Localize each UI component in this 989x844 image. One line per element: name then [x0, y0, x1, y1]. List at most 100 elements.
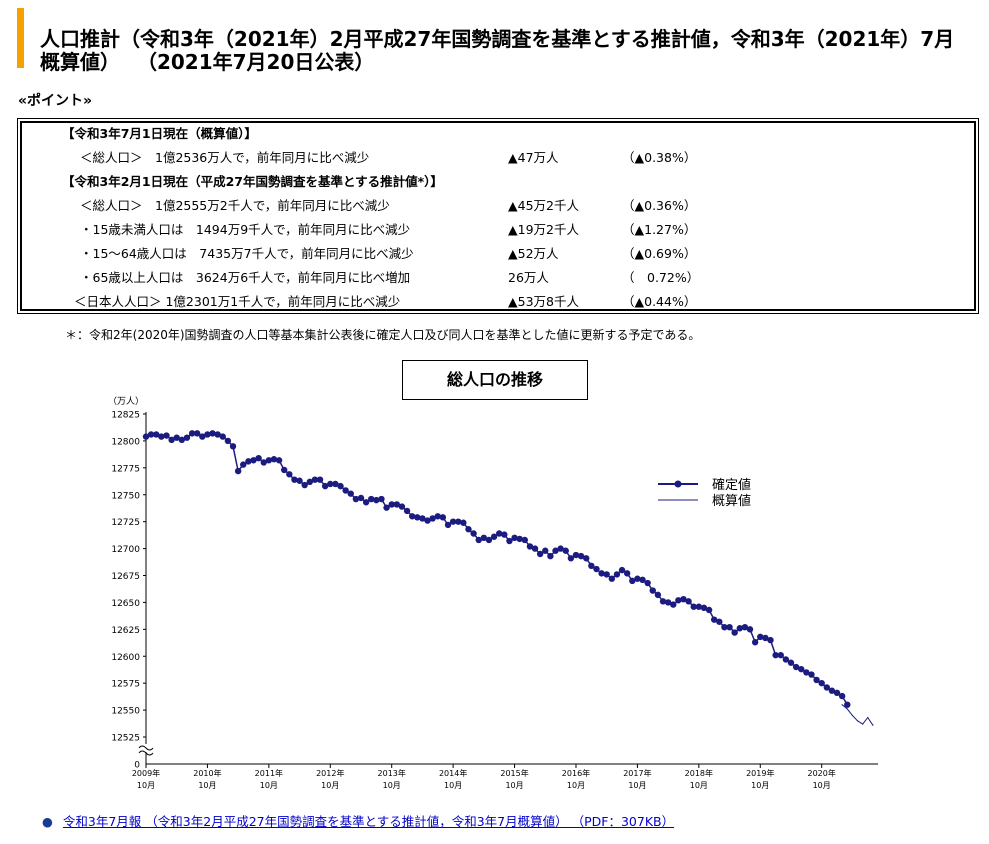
confirmed-point [649, 587, 656, 594]
confirmed-point [234, 467, 242, 475]
confirmed-point [286, 471, 293, 478]
bullet-icon: ● [42, 814, 53, 829]
confirmed-point [757, 633, 764, 641]
series-confirmed [142, 430, 851, 708]
confirmed-point [572, 551, 580, 559]
page-title: 人口推計（令和3年（2021年）2月平成27年国勢調査を基準とする推計値，令和3… [40, 28, 970, 74]
confirmed-point [449, 518, 457, 525]
x-tick-label-year: 2018年 [685, 768, 713, 778]
confirmed-point [455, 518, 462, 525]
confirmed-point [465, 526, 472, 533]
footer-link-row: ● 令和3年7月報 （令和3年2月平成27年国勢調査を基準とする推計値，令和3年… [42, 811, 674, 830]
confirmed-point [736, 625, 743, 632]
x-tick-label-year: 2010年 [193, 768, 221, 778]
confirmed-point [670, 601, 677, 608]
confirmed-point [214, 431, 221, 438]
confirmed-point [511, 534, 518, 542]
confirmed-point [178, 436, 186, 444]
confirmed-point [142, 433, 150, 440]
confirmed-point [618, 566, 626, 574]
x-tick-label-year: 2014年 [439, 768, 467, 778]
confirmed-point [613, 571, 621, 578]
confirmed-point [158, 433, 165, 440]
confirmed-point [275, 457, 283, 464]
estimate-point [841, 704, 843, 706]
confirmed-point [352, 495, 360, 503]
confirmed-point [716, 618, 723, 625]
confirmed-point [347, 490, 354, 497]
confirmed-point [219, 433, 226, 440]
legend-confirmed-marker [674, 480, 682, 488]
y-zero-label: 0 [134, 761, 140, 771]
confirmed-point [229, 443, 237, 450]
confirmed-point [265, 457, 273, 464]
confirmed-point [250, 457, 257, 464]
confirmed-point [798, 665, 805, 673]
confirmed-point [460, 519, 467, 526]
x-tick-label-month: 10月 [813, 781, 831, 790]
confirmed-point [521, 536, 528, 544]
confirmed-point [762, 634, 769, 642]
summary-row-pct: （ 0.72%） [622, 270, 700, 285]
confirmed-point [291, 476, 298, 483]
confirmed-point [362, 499, 370, 506]
summary-row-label: ＜日本人人口＞ 1億2301万1千人で，前年同月に比べ減少 [74, 294, 401, 309]
y-tick-label: 12625 [111, 626, 140, 636]
confirmed-point [439, 514, 447, 521]
confirmed-point [644, 579, 651, 587]
x-tick-label-year: 2020年 [808, 768, 836, 778]
confirmed-point [526, 543, 534, 550]
confirmed-point [393, 501, 401, 508]
summary-row: ・15歳未満人口は 1494万9千人で，前年同月に比べ減少 ▲19万2千人 （▲… [22, 221, 974, 239]
confirmed-point [332, 480, 339, 488]
point-label: «ポイント» [18, 93, 93, 109]
confirmed-point [240, 461, 247, 468]
summary-row-label: ・15歳未満人口は 1494万9千人で，前年同月に比べ減少 [80, 222, 411, 237]
confirmed-point [337, 482, 344, 490]
x-tick-label-month: 10月 [321, 781, 339, 790]
summary-row-change: ▲52万人 [508, 246, 559, 261]
confirmed-point [475, 536, 482, 544]
y-tick-label: 12650 [111, 599, 140, 609]
estimate-point [872, 724, 874, 726]
confirmed-point [434, 513, 441, 520]
confirmed-point [813, 676, 820, 684]
confirmed-point [342, 487, 349, 494]
confirmed-point [664, 599, 672, 606]
confirmed-point [731, 629, 738, 636]
summary-row: ・15～64歳人口は 7435万7千人で，前年同月に比べ減少 ▲52万人 （▲0… [22, 245, 974, 263]
estimate-point [862, 723, 864, 725]
confirmed-point [777, 651, 784, 659]
confirmed-point [608, 575, 616, 582]
confirmed-point [639, 576, 646, 584]
confirmed-point [281, 466, 288, 474]
x-tick-label-month: 10月 [628, 781, 646, 790]
confirmed-point [306, 478, 314, 486]
y-tick-label: 12700 [111, 545, 140, 555]
confirmed-point [270, 456, 278, 463]
confirmed-point [705, 606, 713, 614]
section1-title-row: 【令和3年7月1日現在（概算値）】 [22, 125, 974, 143]
confirmed-point [787, 659, 795, 666]
section2-title-row: 【令和3年2月1日現在（平成27年国勢調査を基準とする推計値*）】 [22, 173, 974, 191]
confirmed-point [567, 555, 575, 562]
summary-row-pct: （▲0.44%） [622, 294, 697, 309]
confirmed-point [782, 656, 790, 663]
confirmed-point [470, 530, 477, 537]
confirmed-point [193, 430, 201, 437]
confirmed-point [792, 663, 800, 671]
confirmed-point [480, 534, 488, 542]
confirmed-point [301, 481, 308, 489]
confirmed-point [255, 454, 262, 462]
x-tick-label-year: 2019年 [746, 768, 774, 778]
confirmed-point [803, 669, 810, 676]
confirmed-point [577, 552, 585, 560]
pdf-report-link[interactable]: 令和3年7月報 （令和3年2月平成27年国勢調査を基準とする推計値，令和3年7月… [62, 814, 675, 829]
confirmed-point [260, 459, 267, 466]
confirmed-point [675, 597, 682, 604]
summary-row-pct: （▲0.38%） [622, 150, 697, 165]
confirmed-point [562, 547, 569, 554]
summary-row: ＜日本人人口＞ 1億2301万1千人で，前年同月に比べ減少 ▲53万8千人 （▲… [22, 293, 974, 311]
x-tick-label-year: 2017年 [623, 768, 651, 778]
